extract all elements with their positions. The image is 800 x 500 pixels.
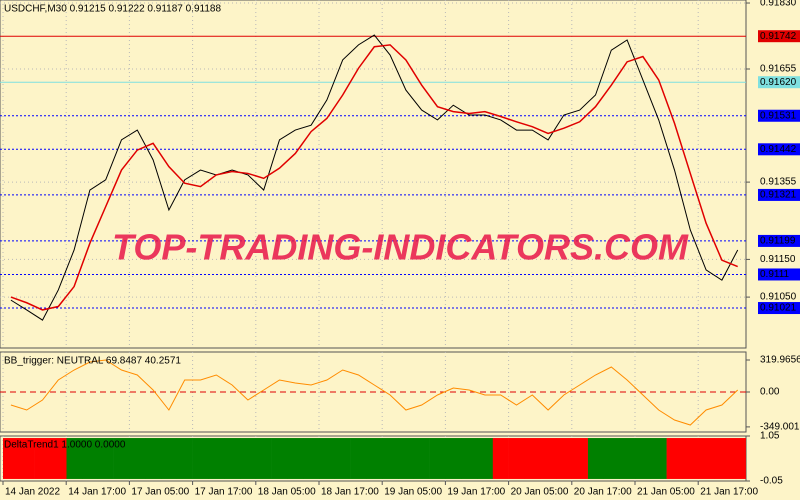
trend-bar [240,438,257,479]
trend-bar [350,438,367,479]
trend-bar [714,438,731,479]
level-label: 0.91442 [760,144,797,155]
x-tick-label: 21 Jan 17:00 [700,487,758,498]
series-line [10,359,739,426]
x-tick-label: 20 Jan 05:00 [511,487,569,498]
trend-bar [34,438,51,479]
trend-bar [129,438,146,479]
level-label-box [758,268,800,281]
panel-title: BB_trigger: NEUTRAL 69.8487 40.2571 [4,356,181,367]
level-label-box [758,143,800,156]
level-label-box [758,188,800,201]
level-label-box [758,76,800,89]
y-tick-label: 319.9656 [760,355,800,366]
x-tick-label: 17 Jan 17:00 [195,487,253,498]
x-tick-label: 18 Jan 17:00 [321,487,379,498]
trend-bar [619,438,636,479]
trend-bar [145,438,162,479]
trend-bar [18,438,35,479]
trend-bar [66,438,83,479]
trend-bar [97,438,114,479]
y-tick-label: 0.91355 [760,177,797,188]
trend-bar [635,438,652,479]
x-tick-label: 14 Jan 2022 [5,487,60,498]
trend-bar [3,438,20,479]
trend-bar [398,438,415,479]
trend-bar [255,438,272,479]
y-tick-label: -0.05 [760,476,783,487]
trend-bar [461,438,478,479]
trend-bar [445,438,462,479]
trend-bar [698,438,715,479]
level-label-box [758,30,800,43]
trend-bar [650,438,667,479]
series-line [10,34,739,321]
trend-bar [540,438,557,479]
y-tick-label: 0.91150 [760,254,796,265]
trend-bar [176,438,193,479]
trend-bar [192,438,209,479]
level-label: 0.91021 [760,303,797,314]
panel-frame [0,0,747,349]
x-tick-label: 20 Jan 17:00 [574,487,632,498]
y-tick-label: 0.00 [760,387,780,398]
trend-bar [682,438,699,479]
level-label-box [758,302,800,315]
level-label: 0.91620 [760,77,797,88]
trend-bar [366,438,383,479]
panel-title: DeltaTrend1 1.0000 0.0000 [4,440,126,451]
series-line [10,44,738,311]
x-tick-label: 19 Jan 05:00 [384,487,442,498]
trend-bar [429,438,446,479]
trend-bar [413,438,430,479]
trend-bar [161,438,178,479]
trend-bar [208,438,225,479]
trend-bar [729,438,746,479]
trend-bar [524,438,541,479]
y-tick-label: 0.91830 [760,0,797,9]
watermark: TOP-TRADING-INDICATORS.COM [112,227,689,268]
x-tick-label: 17 Jan 05:00 [131,487,189,498]
y-tick-label: 1.05 [760,431,780,442]
trend-bar [477,438,494,479]
trend-bar [492,438,509,479]
trend-bar [666,438,683,479]
y-tick-label: 0.91050 [760,292,797,303]
panel-title: USDCHF,M30 0.91215 0.91222 0.91187 0.911… [4,4,221,15]
trend-bar [587,438,604,479]
trend-bar [556,438,573,479]
level-label: 0.91321 [760,190,797,201]
panel-frame [0,435,747,482]
trend-bar [303,438,320,479]
x-tick-label: 19 Jan 17:00 [447,487,505,498]
y-tick-label: 0.91655 [760,64,797,75]
trend-bar [571,438,588,479]
trend-bar [334,438,351,479]
level-label: 0.91742 [760,31,797,42]
trend-bar [287,438,304,479]
trend-bar [319,438,336,479]
trend-bar [224,438,241,479]
x-tick-label: 18 Jan 05:00 [258,487,316,498]
x-tick-label: 14 Jan 17:00 [68,487,126,498]
trend-bar [382,438,399,479]
x-tick-label: 21 Jan 05:00 [637,487,695,498]
trend-bar [113,438,130,479]
level-label-box [758,234,800,247]
trend-bar [50,438,67,479]
trend-bar [271,438,288,479]
trend-bar [603,438,620,479]
trend-bar [508,438,525,479]
level-label: 0.91531 [760,110,797,121]
level-label: 0.91199 [760,236,796,247]
trend-bar [82,438,99,479]
level-label-box [758,109,800,122]
level-label: 0.9111 [760,269,790,280]
